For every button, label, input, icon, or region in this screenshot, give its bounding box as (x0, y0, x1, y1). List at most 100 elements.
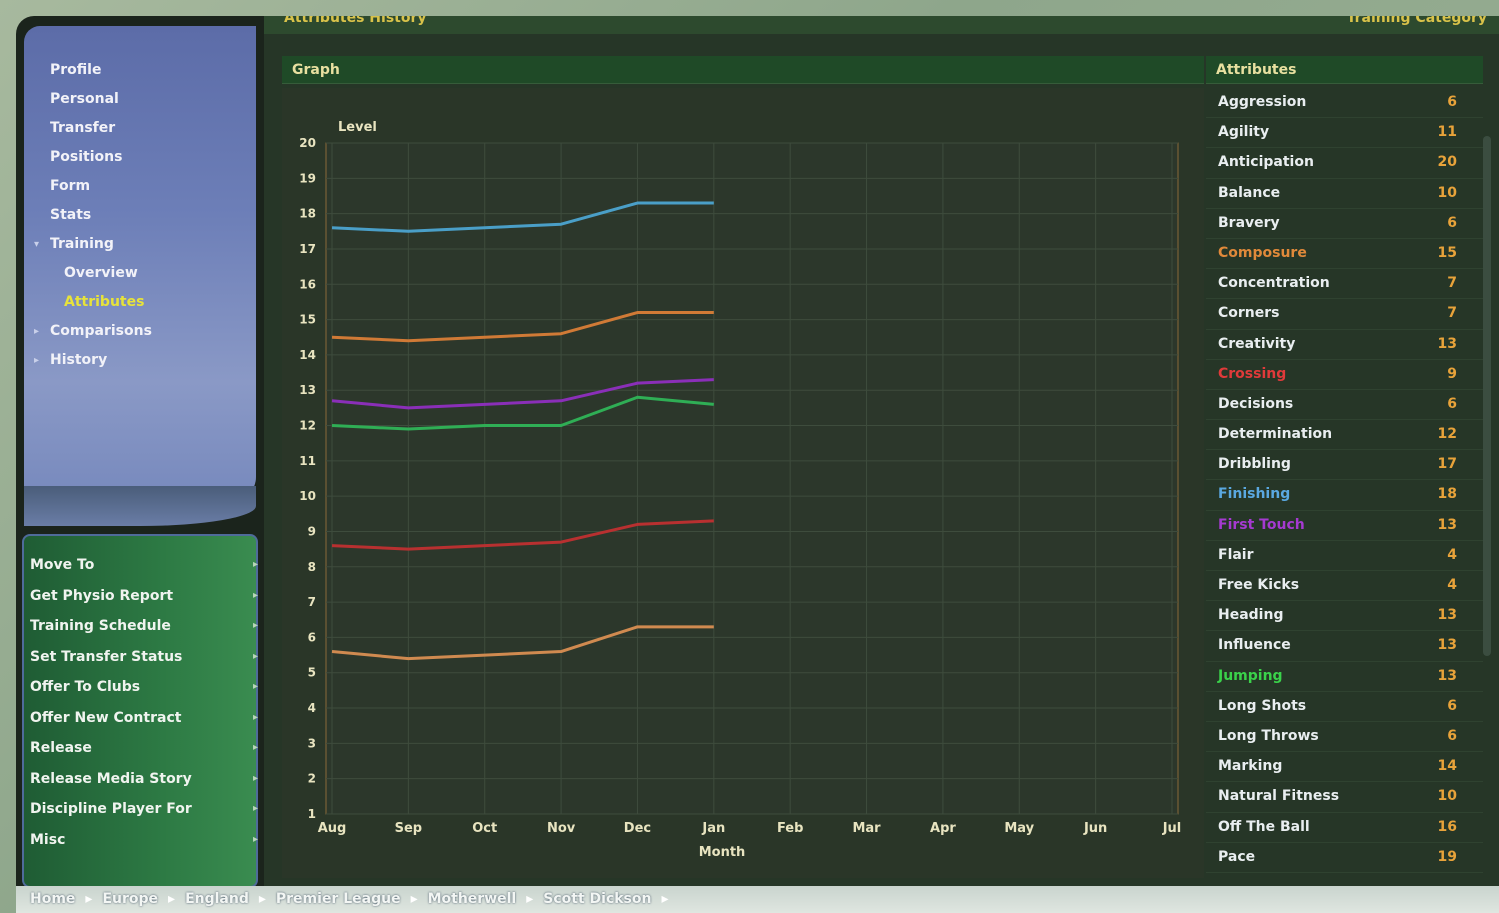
attribute-row[interactable]: Dribbling 17 (1206, 450, 1483, 481)
attribute-row[interactable]: Finishing 18 (1206, 480, 1483, 511)
attribute-row[interactable]: Influence 13 (1206, 631, 1483, 662)
action-label: Set Transfer Status (30, 648, 183, 665)
attribute-value: 6 (1447, 395, 1457, 412)
attribute-row[interactable]: Natural Fitness 10 (1206, 782, 1483, 813)
attribute-row[interactable]: Flair 4 (1206, 541, 1483, 571)
y-axis-label: Level (338, 120, 377, 135)
sidebar-item-personal[interactable]: Personal (50, 85, 152, 114)
sidebar-item-training[interactable]: ▾ Training (34, 230, 152, 259)
attribute-name: Long Shots (1218, 697, 1307, 714)
action-offer-new-contract[interactable]: Offer New Contract ▸ (30, 703, 258, 734)
action-label: Offer New Contract (30, 709, 182, 726)
action-move-to[interactable]: Move To ▸ (30, 550, 258, 581)
attributes-panel-header: Attributes (1206, 56, 1483, 84)
attribute-value: 13 (1437, 667, 1457, 684)
breadcrumb-item[interactable]: Europe (102, 891, 159, 907)
y-tick-label: 2 (308, 772, 316, 786)
attribute-row[interactable]: Aggression 6 (1206, 88, 1483, 119)
attribute-row[interactable]: Bravery 6 (1206, 209, 1483, 239)
attribute-row[interactable]: Pace 19 (1206, 843, 1483, 873)
nav-list: Profile Personal Transfer Positions Form Stat… (34, 56, 152, 375)
y-tick-label: 9 (308, 524, 316, 538)
breadcrumb-separator-icon: ▸ (410, 891, 418, 907)
sidebar-item-history[interactable]: ▸ History (34, 346, 152, 375)
series-line (331, 395, 714, 431)
action-offer-to-clubs[interactable]: Offer To Clubs ▸ (30, 672, 258, 703)
attribute-row[interactable]: Corners 7 (1206, 299, 1483, 330)
sidebar-item-profile[interactable]: Profile (50, 56, 152, 85)
attribute-row[interactable]: Concentration 7 (1206, 269, 1483, 300)
attribute-row[interactable]: Anticipation 20 (1206, 148, 1483, 179)
submenu-arrow-icon: ▸ (252, 559, 258, 570)
attribute-row[interactable]: Long Shots 6 (1206, 692, 1483, 722)
action-label: Discipline Player For (30, 801, 192, 817)
x-tick-label: Jan (701, 821, 725, 836)
breadcrumb-item[interactable]: England (185, 891, 249, 907)
y-tick-label: 3 (308, 736, 316, 750)
series-line (331, 201, 714, 233)
breadcrumb-separator-icon: ▸ (168, 891, 176, 907)
attribute-row[interactable]: Decisions 6 (1206, 390, 1483, 421)
attribute-value: 10 (1437, 788, 1457, 805)
attribute-name: Concentration (1218, 275, 1330, 292)
attribute-value: 13 (1437, 516, 1457, 533)
action-get-physio-report[interactable]: Get Physio Report ▸ (30, 581, 258, 612)
attribute-name: Dribbling (1218, 456, 1291, 473)
sidebar-item-label: Transfer (50, 120, 116, 136)
x-tick-label: Nov (547, 821, 576, 836)
attribute-row[interactable]: Balance 10 (1206, 179, 1483, 209)
attribute-name: Balance (1218, 184, 1281, 201)
attribute-row[interactable]: Agility 11 (1206, 118, 1483, 149)
attribute-row[interactable]: Marking 14 (1206, 752, 1483, 783)
series-line (331, 311, 714, 343)
attribute-value: 4 (1447, 577, 1457, 593)
breadcrumb-item[interactable]: Home (30, 891, 76, 907)
action-set-transfer-status[interactable]: Set Transfer Status ▸ (30, 642, 258, 673)
attribute-scrollbar[interactable] (1483, 136, 1491, 656)
attribute-value: 7 (1447, 275, 1457, 292)
attribute-name: Finishing (1218, 486, 1291, 503)
breadcrumb-item[interactable]: Motherwell (427, 891, 517, 907)
breadcrumb-item[interactable]: Scott Dickson (543, 891, 652, 907)
y-tick-label: 17 (299, 242, 316, 256)
attribute-row[interactable]: First Touch 13 (1206, 511, 1483, 541)
attribute-value: 13 (1437, 637, 1457, 654)
attribute-row[interactable]: Free Kicks 4 (1206, 571, 1483, 602)
attribute-row[interactable]: Composure 15 (1206, 239, 1483, 270)
attribute-row[interactable]: Off The Ball 16 (1206, 813, 1483, 843)
sidebar-item-label: Overview (64, 265, 138, 281)
sidebar-item-positions[interactable]: Positions (50, 143, 152, 172)
action-release[interactable]: Release ▸ (30, 733, 258, 764)
training-category-label[interactable]: Training Category (1346, 16, 1487, 26)
action-training-schedule[interactable]: Training Schedule ▸ (30, 611, 258, 642)
action-discipline-player-for[interactable]: Discipline Player For ▸ (30, 794, 258, 825)
breadcrumb-item[interactable]: Premier League (275, 891, 401, 907)
submenu-arrow-icon: ▸ (252, 620, 258, 631)
action-misc[interactable]: Misc ▸ (30, 825, 258, 856)
plot-area (325, 142, 1179, 815)
attribute-name: First Touch (1218, 516, 1305, 533)
sidebar-item-transfer[interactable]: Transfer (50, 114, 152, 143)
attribute-name: Anticipation (1218, 154, 1314, 171)
expand-down-icon: ▾ (34, 239, 40, 250)
sidebar-item-attributes[interactable]: Attributes (50, 288, 152, 317)
action-label: Misc (30, 831, 66, 848)
sidebar-item-form[interactable]: Form (50, 172, 152, 201)
chart-area: 1 2 3 4 5 6 7 8 9 10 11 12 13 14 15 16 17 18 19 20 Aug Sep Oct… (282, 88, 1204, 878)
nav-panel (24, 26, 256, 501)
sidebar-item-stats[interactable]: Stats (50, 201, 152, 230)
attribute-row[interactable]: Determination 12 (1206, 420, 1483, 451)
sidebar-item-label: Profile (50, 62, 102, 78)
page-title: Attributes History (284, 16, 427, 26)
action-release-media-story[interactable]: Release Media Story ▸ (30, 764, 258, 795)
sidebar-item-comparisons[interactable]: ▸ Comparisons (34, 317, 152, 346)
attribute-row[interactable]: Heading 13 (1206, 601, 1483, 632)
attribute-row[interactable]: Jumping 13 (1206, 662, 1483, 692)
sidebar-item-overview[interactable]: Overview (50, 259, 152, 288)
action-label: Release Media Story (30, 770, 192, 787)
attribute-row[interactable]: Long Throws 6 (1206, 722, 1483, 753)
attribute-row[interactable]: Crossing 9 (1206, 360, 1483, 390)
attribute-name: Long Throws (1218, 727, 1319, 744)
attribute-row[interactable]: Creativity 13 (1206, 330, 1483, 360)
